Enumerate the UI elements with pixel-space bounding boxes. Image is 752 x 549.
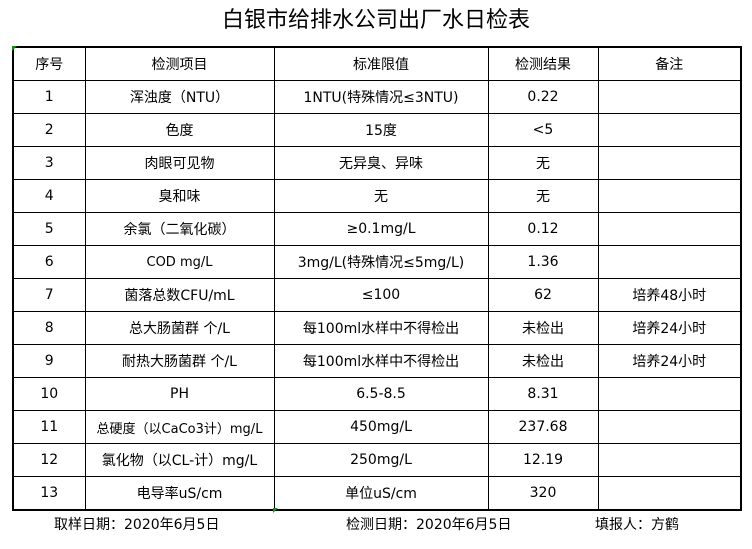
table-cell[interactable]: 总大肠菌群 个/L xyxy=(84,311,275,345)
table-cell[interactable]: 3 xyxy=(12,146,86,180)
table-cell[interactable]: 4 xyxy=(12,179,86,213)
table-cell[interactable]: 8.31 xyxy=(487,377,599,411)
table-row: 8 总大肠菌群 个/L 每100ml水样中不得检出 未检出 培养24小时 xyxy=(12,311,742,345)
table-cell[interactable]: 单位uS/cm xyxy=(273,476,489,511)
table-cell[interactable]: 每100ml水样中不得检出 xyxy=(273,344,489,378)
table-cell[interactable] xyxy=(597,179,742,213)
table-row: 13 电导率uS/cm 单位uS/cm 320 xyxy=(12,476,742,511)
table-cell[interactable]: 无 xyxy=(273,179,489,213)
table-cell[interactable]: 2 xyxy=(12,113,86,147)
table-cell[interactable]: 320 xyxy=(487,476,599,511)
table-cell[interactable]: 12 xyxy=(12,443,86,477)
table-cell[interactable]: 250mg/L xyxy=(273,443,489,477)
table-row: 9 耐热大肠菌群 个/L 每100ml水样中不得检出 未检出 培养24小时 xyxy=(12,344,742,378)
table-cell[interactable]: 培养24小时 xyxy=(597,344,742,378)
table-cell[interactable]: 未检出 xyxy=(487,311,599,345)
table-cell[interactable]: PH xyxy=(84,377,275,411)
table-cell[interactable]: 检测项目 xyxy=(84,46,275,81)
table-cell[interactable]: 237.68 xyxy=(487,410,599,444)
table-cell[interactable]: 无 xyxy=(487,179,599,213)
table-cell[interactable]: 450mg/L xyxy=(273,410,489,444)
table-cell[interactable] xyxy=(597,410,742,444)
table-cell[interactable]: 肉眼可见物 xyxy=(84,146,275,180)
table-row: 4 臭和味无无 xyxy=(12,179,742,213)
table-cell[interactable]: 13 xyxy=(12,476,86,511)
table-cell[interactable]: 每100ml水样中不得检出 xyxy=(273,311,489,345)
table-row: 7 菌落总数CFU/mL ≤100 62 培养48小时 xyxy=(12,278,742,312)
table-cell[interactable]: 0.22 xyxy=(487,80,599,114)
table-cell[interactable]: 8 xyxy=(12,311,86,345)
table-cell[interactable]: 6 xyxy=(12,245,86,279)
table-row: 10 PH 6.5-8.5 8.31 xyxy=(12,377,742,411)
table-cell[interactable]: 培养48小时 xyxy=(597,278,742,312)
table-cell[interactable] xyxy=(597,146,742,180)
table-cell[interactable]: 1NTU(特殊情况≤3NTU) xyxy=(273,80,489,114)
table-row: 5 余氯（二氧化碳） ≥0.1mg/L 0.12 xyxy=(12,212,742,246)
table-cell[interactable]: COD mg/L xyxy=(84,245,275,279)
table-cell[interactable]: 1 xyxy=(12,80,86,114)
table-cell[interactable]: 11 xyxy=(12,410,86,444)
table-cell[interactable] xyxy=(597,113,742,147)
table-cell[interactable] xyxy=(597,443,742,477)
table-cell[interactable]: 5 xyxy=(12,212,86,246)
table-cell[interactable]: 10 xyxy=(12,377,86,411)
table-row: 1 浑浊度（NTU） 1NTU(特殊情况≤3NTU) 0.22 xyxy=(12,80,742,114)
table-cell[interactable] xyxy=(597,245,742,279)
table-cell[interactable] xyxy=(597,377,742,411)
table-row: 3 肉眼可见物 无异臭、异味无 xyxy=(12,146,742,180)
table-cell[interactable]: 62 xyxy=(487,278,599,312)
page-title: 白银市给排水公司出厂水日检表 xyxy=(221,8,530,33)
table-cell[interactable]: 色度 xyxy=(84,113,275,147)
table-cell[interactable]: 培养24小时 xyxy=(597,311,742,345)
cell-marker xyxy=(12,46,17,51)
table-cell[interactable]: 7 xyxy=(12,278,86,312)
table-row: 12 氯化物（以CL-计）mg/L 250mg/L 12.19 xyxy=(12,443,742,477)
table-cell[interactable]: 检测结果 xyxy=(487,46,599,81)
table-cell[interactable]: 未检出 xyxy=(487,344,599,378)
table-cell[interactable]: 氯化物（以CL-计）mg/L xyxy=(84,443,275,477)
test-date: 检测日期：2020年6月5日 xyxy=(346,517,512,533)
table-cell[interactable]: 无 xyxy=(487,146,599,180)
table-cell[interactable]: ≥0.1mg/L xyxy=(273,212,489,246)
inspection-table: 序号 检测项目 标准限值 检测结果 备注 1 浑浊度（NTU） 1NTU(特殊情况≤3NTU)… xyxy=(12,46,742,511)
table-cell[interactable]: 标准限值 xyxy=(273,46,489,81)
table-cell[interactable]: 无异臭、异味 xyxy=(273,146,489,180)
table-cell[interactable]: 0.12 xyxy=(487,212,599,246)
table-cell[interactable]: 电导率uS/cm xyxy=(84,476,275,511)
table-cell[interactable]: 6.5-8.5 xyxy=(273,377,489,411)
table-cell[interactable]: 臭和味 xyxy=(84,179,275,213)
table-cell[interactable] xyxy=(597,212,742,246)
table-row: 11 总硬度（以CaCo3计）mg/L 450mg/L 237.68 xyxy=(12,410,742,444)
table-row: 2 色度 15度 <5 xyxy=(12,113,742,147)
table-cell[interactable]: 备注 xyxy=(597,46,742,81)
table-cell[interactable]: 3mg/L(特殊情况≤5mg/L) xyxy=(273,245,489,279)
table-cell[interactable]: ≤100 xyxy=(273,278,489,312)
table-row: 6 COD mg/L 3mg/L(特殊情况≤5mg/L) 1.36 xyxy=(12,245,742,279)
table-cell[interactable]: 总硬度（以CaCo3计）mg/L xyxy=(84,410,275,444)
cell-marker xyxy=(273,508,278,513)
table-cell[interactable]: 15度 xyxy=(273,113,489,147)
table-cell[interactable]: 菌落总数CFU/mL xyxy=(84,278,275,312)
table-cell[interactable]: 余氯（二氧化碳） xyxy=(84,212,275,246)
table-cell[interactable]: 序号 xyxy=(12,46,86,81)
table-header-row: 序号 检测项目 标准限值 检测结果 备注 xyxy=(12,46,742,81)
table-cell[interactable]: 浑浊度（NTU） xyxy=(84,80,275,114)
table-cell[interactable]: 12.19 xyxy=(487,443,599,477)
table-cell[interactable]: 耐热大肠菌群 个/L xyxy=(84,344,275,378)
table-cell[interactable]: <5 xyxy=(487,113,599,147)
sample-date: 取样日期：2020年6月5日 xyxy=(54,517,220,533)
table-cell[interactable]: 9 xyxy=(12,344,86,378)
reporter: 填报人：方鹤 xyxy=(595,517,679,533)
table-cell[interactable] xyxy=(597,80,742,114)
table-cell[interactable] xyxy=(597,476,742,511)
table-cell[interactable]: 1.36 xyxy=(487,245,599,279)
